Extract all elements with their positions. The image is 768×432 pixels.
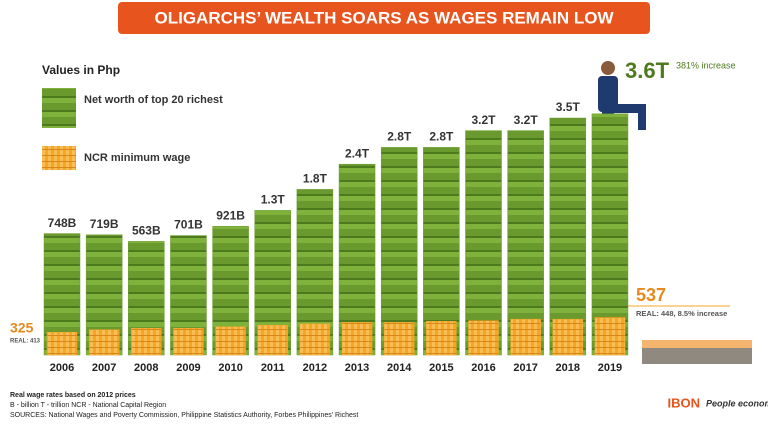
wealth-stack: [591, 113, 629, 356]
wealth-stack: [507, 130, 544, 356]
value-label: 563B: [132, 224, 161, 238]
value-label: 2.8T: [429, 130, 454, 144]
legend-label: NCR minimum wage: [84, 152, 190, 164]
wage-stack: [257, 324, 288, 356]
x-tick-label: 2011: [261, 362, 285, 374]
value-label: 1.3T: [261, 193, 286, 207]
value-label: 921B: [216, 208, 245, 222]
note: B - billion T - trillion NCR - National …: [10, 402, 166, 409]
wage-stack: [383, 322, 415, 356]
value-label: 1.8T: [303, 172, 328, 186]
value-label: 3.5T: [556, 100, 581, 114]
x-tick-label: 2017: [513, 362, 537, 374]
value-label: 2.8T: [387, 130, 412, 144]
logo: IBON: [668, 395, 701, 410]
wage-stack: [594, 317, 626, 356]
wealth-stack: [465, 130, 502, 356]
wealth-stack: [380, 147, 418, 356]
note: Real wage rates based on 2012 prices: [10, 392, 136, 399]
value-label: 748B: [48, 216, 77, 230]
wage-stack: [215, 326, 246, 356]
x-tick-label: 2014: [387, 362, 412, 374]
wage-stack: [88, 329, 120, 356]
value-label: 2.4T: [345, 146, 370, 160]
x-tick-label: 2006: [50, 362, 74, 374]
annotation: REAL: 448, 8.5% increase: [636, 309, 727, 318]
legend-label: Net worth of top 20 richest: [84, 94, 223, 106]
wage-stack: [131, 328, 162, 356]
x-tick-label: 2012: [303, 362, 327, 374]
x-tick-label: 2016: [471, 362, 495, 374]
x-tick-label: 2010: [218, 362, 242, 374]
subtitle: Values in Php: [42, 63, 120, 77]
value-label: 3.2T: [514, 113, 539, 127]
wage-stack: [299, 323, 331, 356]
wage-stack: [426, 321, 457, 356]
note: SOURCES: National Wages and Poverty Comm…: [10, 412, 358, 419]
x-tick-label: 2019: [598, 362, 622, 374]
wage-stack: [552, 318, 584, 356]
wage-stack: [173, 328, 204, 356]
value-label: 701B: [174, 218, 203, 232]
wealth-stack: [549, 117, 587, 356]
title-banner: [118, 2, 650, 34]
x-tick-label: 2013: [345, 362, 369, 374]
legend-swatch: [42, 88, 76, 128]
annotation: REAL: 413: [10, 339, 41, 345]
wage-stack: [46, 332, 78, 356]
legend-swatch: [42, 146, 76, 170]
logo-brand: People economics: [706, 398, 768, 408]
value-label: 3.6T: [625, 58, 670, 83]
crowd: [642, 340, 752, 364]
wage-stack: [341, 322, 373, 356]
x-tick-label: 2018: [556, 362, 580, 374]
wage-stack: [468, 320, 499, 356]
x-tick-label: 2015: [429, 362, 453, 374]
value-label: 325: [10, 320, 34, 336]
title: OLIGARCHS’ WEALTH SOARS AS WAGES REMAIN …: [155, 8, 615, 27]
value-label: 3.2T: [471, 113, 496, 127]
value-label: 537: [636, 285, 666, 305]
value-label: 719B: [90, 217, 119, 231]
x-tick-label: 2009: [176, 362, 200, 374]
wealth-stack: [423, 147, 460, 356]
wage-stack: [510, 318, 541, 356]
annotation: 381% increase: [676, 60, 736, 70]
x-tick-label: 2007: [92, 362, 116, 374]
x-tick-label: 2008: [134, 362, 158, 374]
